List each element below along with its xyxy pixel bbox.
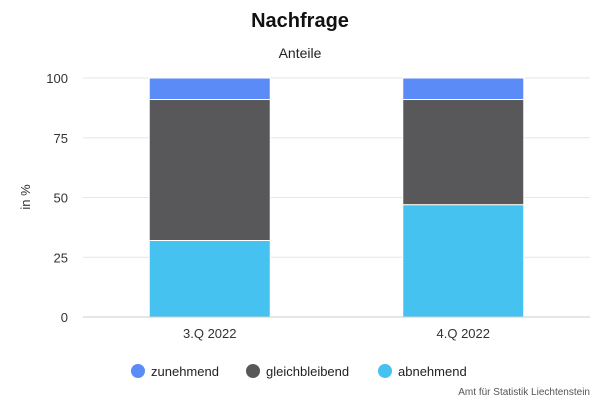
bar-abnehmend-3-q-2022 bbox=[148, 240, 271, 318]
chart-title: Nachfrage bbox=[251, 10, 349, 32]
bar-zunehmend-3-q-2022 bbox=[148, 77, 271, 101]
bar-abnehmend-4-q-2022 bbox=[402, 204, 525, 318]
y-axis-ticks: 0 25 50 75 100 bbox=[46, 71, 68, 325]
credit-text: Amt für Statistik Liechtenstein bbox=[458, 387, 590, 398]
y-axis-label: in % bbox=[18, 184, 33, 210]
bar-gleichbleibend-4-q-2022 bbox=[402, 99, 525, 206]
y-tick-label: 0 bbox=[61, 310, 68, 325]
bars bbox=[148, 77, 525, 318]
x-tick-label: 4.Q 2022 bbox=[437, 326, 491, 341]
y-tick-label: 50 bbox=[54, 191, 68, 206]
legend-label-zunehmend: zunehmend bbox=[151, 364, 219, 379]
x-tick-label: 3.Q 2022 bbox=[183, 326, 237, 341]
y-tick-label: 100 bbox=[46, 71, 68, 86]
legend-marker-gleichbleibend bbox=[246, 364, 260, 378]
legend: zunehmend gleichbleibend abnehmend bbox=[131, 364, 467, 379]
legend-label-abnehmend: abnehmend bbox=[398, 364, 467, 379]
x-axis-ticks: 3.Q 2022 4.Q 2022 bbox=[183, 326, 490, 341]
bar-gleichbleibend-3-q-2022 bbox=[148, 99, 271, 242]
y-tick-label: 25 bbox=[54, 250, 68, 265]
legend-marker-abnehmend bbox=[378, 364, 392, 378]
bar-zunehmend-4-q-2022 bbox=[402, 77, 525, 101]
legend-label-gleichbleibend: gleichbleibend bbox=[266, 364, 349, 379]
y-tick-label: 75 bbox=[54, 131, 68, 146]
legend-marker-zunehmend bbox=[131, 364, 145, 378]
chart-subtitle: Anteile bbox=[279, 45, 322, 61]
